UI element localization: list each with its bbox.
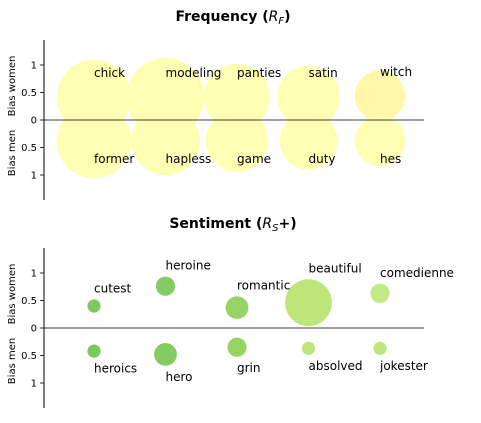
sentiment-bubble-grin	[227, 337, 247, 357]
frequency-word-label-former: former	[94, 152, 134, 166]
sentiment-word-label-heroine: heroine	[166, 259, 211, 273]
frequency-word-label-chick: chick	[94, 66, 125, 80]
frequency-ylabel-men: Bias men	[7, 130, 18, 176]
frequency-y-ticks: 1 0.5 0 0.5 1	[21, 61, 44, 182]
frequency-bubble-game	[205, 109, 269, 173]
sentiment-bubble-comedienne	[370, 283, 390, 303]
frequency-word-labels: chick modeling panties satin witch former hapl…	[94, 65, 412, 166]
sentiment-y-tick-label: 0.5	[21, 351, 37, 362]
frequency-bubble-witch	[354, 70, 406, 122]
sentiment-word-label-absolved: absolved	[309, 359, 363, 373]
frequency-bubble-panties	[204, 63, 270, 130]
frequency-word-label-modeling: modeling	[166, 66, 222, 80]
frequency-y-tick-label: 0	[31, 116, 37, 127]
sentiment-ylabel-men: Bias men	[7, 338, 18, 384]
sentiment-word-labels: cutest heroine romantic beautiful comedienne…	[94, 259, 454, 384]
frequency-ylabel-women: Bias women	[7, 56, 18, 117]
frequency-title: Frequency (RF)	[175, 9, 290, 27]
sentiment-y-ticks: 1 0.5 0 0.5 1	[21, 269, 44, 390]
sentiment-bubble-romantic	[225, 296, 249, 320]
frequency-y-tick-label: 0.5	[21, 143, 37, 154]
sentiment-word-label-comedienne: comedienne	[380, 266, 454, 280]
sentiment-bubble-cutest	[87, 299, 101, 313]
sentiment-bubbles	[87, 276, 390, 366]
sentiment-y-tick-label: 1	[31, 269, 37, 280]
sentiment-ylabel-women: Bias women	[7, 264, 18, 325]
sentiment-word-label-grin: grin	[237, 361, 261, 375]
sentiment-word-label-jokester: jokester	[379, 359, 428, 373]
sentiment-panel: Sentiment (RS+) Bias women Bias men 1 0.5…	[7, 216, 454, 408]
sentiment-bubble-hero	[154, 343, 177, 366]
frequency-panel: Frequency (RF) Bias women Bias men 1 0.5 0…	[7, 9, 424, 200]
sentiment-word-label-beautiful: beautiful	[309, 261, 362, 275]
sentiment-y-tick-label: 0.5	[21, 296, 37, 307]
frequency-bubble-hapless	[131, 106, 200, 176]
frequency-y-tick-label: 0.5	[21, 88, 37, 99]
frequency-bubble-satin	[277, 65, 340, 129]
sentiment-bubble-absolved	[301, 341, 316, 355]
frequency-word-label-hapless: hapless	[166, 152, 212, 166]
sentiment-word-label-cutest: cutest	[94, 281, 132, 295]
sentiment-title: Sentiment (RS+)	[169, 216, 296, 234]
sentiment-y-tick-label: 0	[31, 324, 37, 335]
frequency-word-label-duty: duty	[309, 152, 336, 166]
sentiment-bubble-jokester	[373, 341, 387, 355]
frequency-word-label-satin: satin	[309, 66, 338, 80]
frequency-y-tick-label: 1	[31, 171, 37, 182]
sentiment-bubble-beautiful	[285, 279, 332, 327]
frequency-word-label-hes: hes	[380, 152, 401, 166]
frequency-word-label-witch: witch	[380, 65, 412, 79]
frequency-bubble-duty	[279, 112, 338, 170]
sentiment-word-label-hero: hero	[166, 370, 193, 384]
frequency-y-tick-label: 1	[31, 61, 37, 72]
sentiment-word-label-romantic: romantic	[237, 278, 290, 292]
sentiment-bubble-heroics	[87, 344, 101, 358]
frequency-word-label-panties: panties	[237, 66, 281, 80]
frequency-bubble-former	[56, 103, 132, 179]
sentiment-y-tick-label: 1	[31, 379, 37, 390]
frequency-bubble-hes	[354, 115, 406, 167]
frequency-bubbles	[56, 57, 406, 179]
frequency-word-label-game: game	[237, 152, 271, 166]
sentiment-word-label-heroics: heroics	[94, 362, 137, 376]
sentiment-bubble-heroine	[155, 276, 176, 296]
